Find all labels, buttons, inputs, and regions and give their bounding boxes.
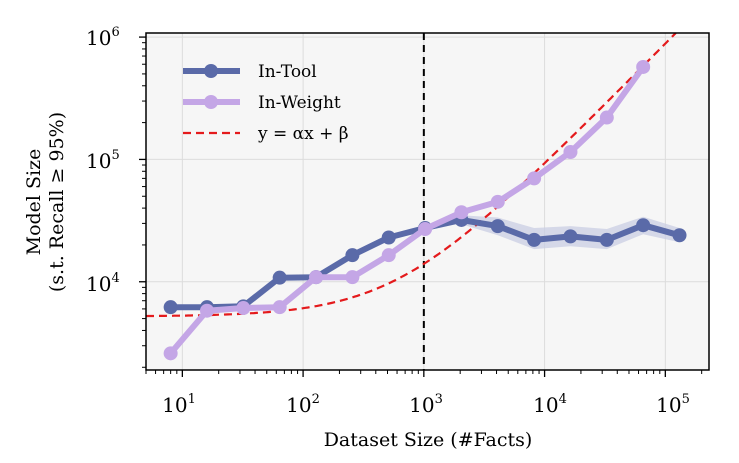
x-axis-label: Dataset Size (#Facts) [324,429,533,451]
in-weight-point-13 [636,59,651,74]
in-tool-point-14 [672,228,687,243]
y-tick-label-5: 105 [86,148,120,173]
in-tool-point-11 [563,229,578,244]
y-axis-label-line1: Model Size [23,149,45,256]
in-weight-point-4 [309,270,324,285]
x-tick-label-5: 105 [656,392,690,417]
in-tool-point-0 [163,300,178,315]
plot-frame [145,32,710,371]
in-weight-point-12 [599,110,614,125]
in-weight-point-7 [418,221,433,236]
in-weight-point-2 [236,301,251,316]
legend: In-Tool In-Weight y = αx + β [183,62,349,144]
x-tick-label-3: 103 [409,392,443,417]
in-weight-point-11 [563,145,578,160]
in-tool-point-12 [599,232,614,247]
in-tool-point-10 [527,232,542,247]
in-weight-point-10 [527,171,542,186]
legend-label-in-tool: In-Tool [258,62,317,82]
plot-background [146,33,709,370]
in-tool-point-3 [272,270,287,285]
in-weight-point-0 [163,346,178,361]
legend-label-fit: y = αx + β [257,124,349,144]
y-tick-label-4: 104 [86,271,120,296]
in-tool-point-6 [381,230,396,245]
legend-marker-in-tool [204,64,218,78]
y-tick-label-6: 106 [86,25,120,50]
y-axis-label-line2: (s.t. Recall ≥ 95%) [46,112,68,292]
x-tick-label-2: 102 [286,392,320,417]
in-tool-point-5 [345,248,360,263]
x-tick-label-1: 101 [162,392,196,417]
in-weight-point-1 [199,303,214,318]
in-weight-point-9 [490,194,505,209]
in-tool-point-13 [636,218,651,233]
in-tool-point-9 [490,219,505,234]
axis-ticks [139,36,703,377]
in-weight-point-5 [345,270,360,285]
legend-marker-in-weight [204,95,218,109]
in-weight-point-8 [454,205,469,220]
legend-label-in-weight: In-Weight [258,93,341,113]
in-weight-point-6 [381,248,396,263]
series-layer [163,59,687,361]
x-tick-labels: 101 102 103 104 105 [162,392,690,417]
in-weight-point-3 [272,300,287,315]
y-tick-labels: 104 105 106 [86,25,120,296]
x-tick-label-4: 104 [533,392,567,417]
grid [146,33,709,370]
